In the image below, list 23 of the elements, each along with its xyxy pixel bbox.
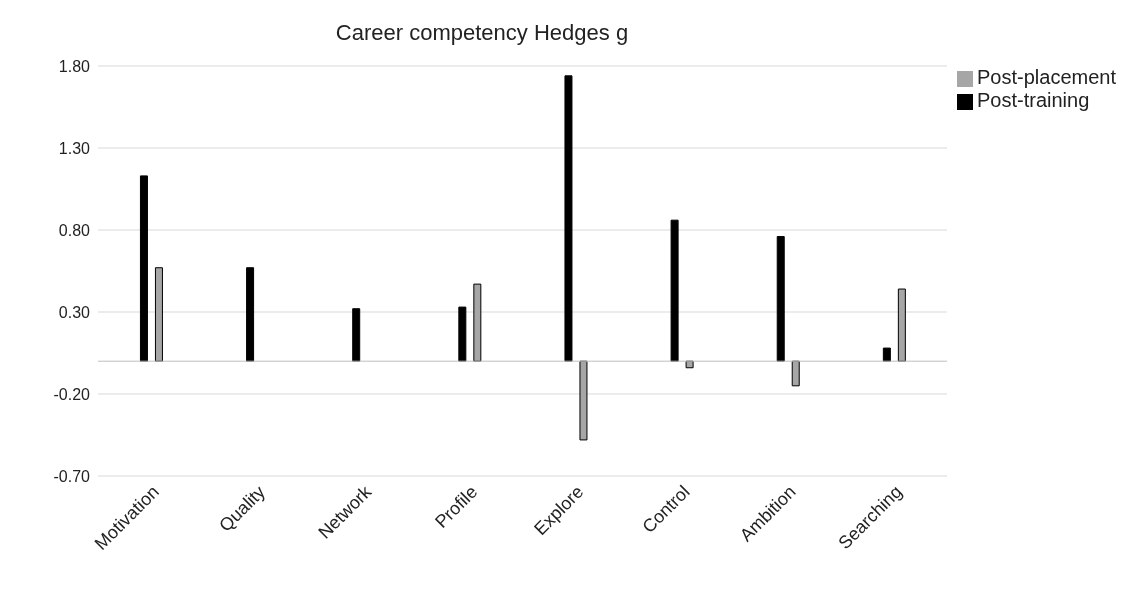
- bar: [154, 267, 163, 362]
- bar: [685, 360, 694, 369]
- legend-label: Post-placement: [977, 66, 1116, 88]
- bar: [458, 306, 467, 362]
- y-tick-label: -0.20: [53, 385, 91, 403]
- bar: [139, 175, 148, 362]
- bar: [897, 288, 906, 362]
- chart-title: Career competency Hedges g: [334, 19, 630, 46]
- legend-label: Post-training: [977, 89, 1090, 111]
- y-tick-label: -0.70: [53, 467, 91, 485]
- y-tick-label: 0.30: [58, 303, 91, 321]
- bar: [791, 360, 800, 387]
- bar: [776, 236, 785, 362]
- bar: [564, 75, 573, 362]
- bar: [246, 267, 255, 362]
- y-tick-label: 1.30: [58, 139, 91, 157]
- bar: [352, 308, 361, 362]
- bar: [579, 360, 588, 441]
- bar: [882, 347, 891, 362]
- y-tick-label: 1.80: [58, 57, 91, 75]
- bar: [670, 219, 679, 362]
- y-tick-label: 0.80: [58, 221, 91, 239]
- bar: [473, 283, 482, 362]
